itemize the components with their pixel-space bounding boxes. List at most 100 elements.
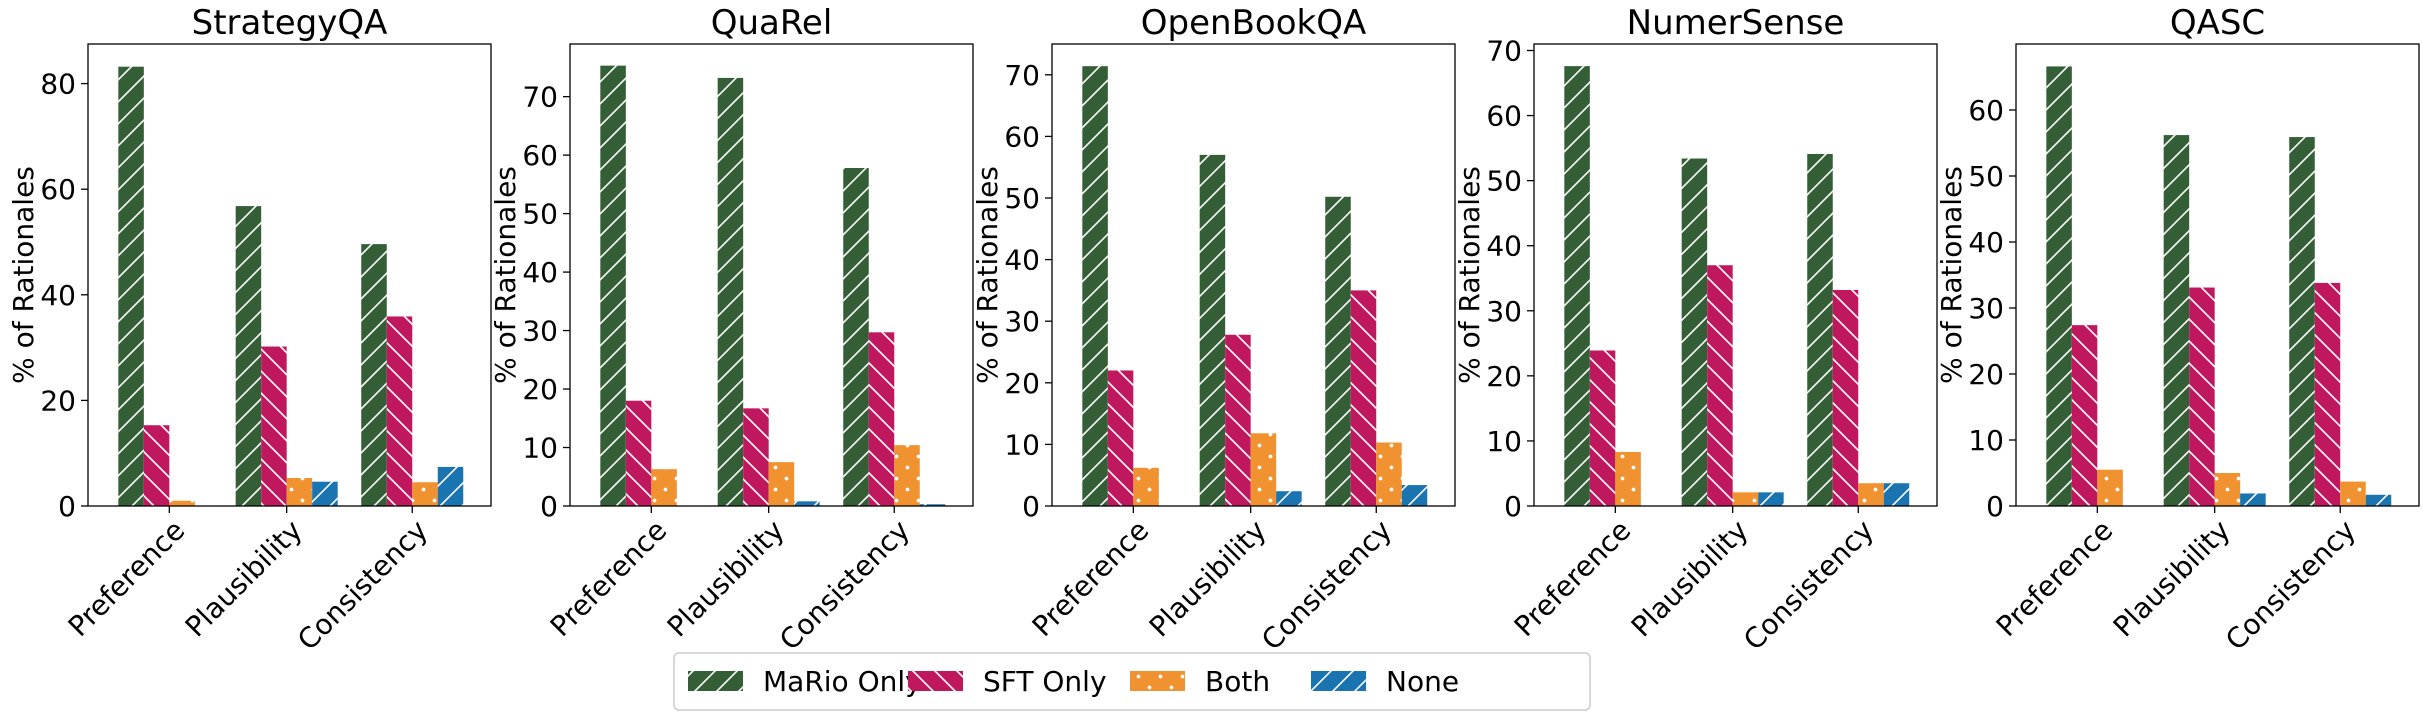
panel-qasc: 0 10 20 30 40 50 60 PreferencePlausibilityConsi… xyxy=(1935,3,2420,657)
bar-sft-only-consistency xyxy=(2314,282,2341,506)
y-tick-label: 30 xyxy=(522,315,558,348)
y-tick-label: 0 xyxy=(1022,490,1040,523)
bar-both-consistency xyxy=(894,445,920,506)
bar-both-preference xyxy=(169,500,195,506)
bar-none-consistency xyxy=(1401,485,1428,506)
y-tick-label: 20 xyxy=(1968,358,2004,391)
legend-swatch xyxy=(1130,671,1185,691)
y-tick-label: 80 xyxy=(40,68,76,101)
bar-sft-only-consistency xyxy=(1350,290,1377,506)
bar-none-plausibility xyxy=(794,501,820,506)
bar-mario-only-plausibility xyxy=(1199,154,1226,506)
x-tick-label-preference: Preference xyxy=(62,514,191,643)
bar-sft-only-preference xyxy=(1589,350,1616,506)
y-tick-label: 50 xyxy=(1486,165,1522,198)
bar-sft-only-consistency xyxy=(1832,289,1859,506)
legend-label: None xyxy=(1386,665,1459,698)
y-axis-label: % of Rationales xyxy=(1935,166,1968,384)
bar-both-consistency xyxy=(1376,442,1402,506)
legend-label: MaRio Only xyxy=(763,665,922,698)
bar-mario-only-consistency xyxy=(1325,196,1351,506)
x-tick-label-plausibility: Plausibility xyxy=(661,514,791,644)
bar-sft-only-preference xyxy=(1107,370,1134,506)
y-tick-label: 50 xyxy=(1004,182,1040,215)
x-tick-label-consistency: Consistency xyxy=(2219,514,2362,657)
bar-mario-only-consistency xyxy=(843,167,869,507)
x-tick-label-preference: Preference xyxy=(544,514,673,643)
x-tick-label-preference: Preference xyxy=(1508,514,1637,643)
bar-both-preference xyxy=(651,469,677,506)
bar-mario-only-preference xyxy=(600,65,626,506)
legend-label: SFT Only xyxy=(983,665,1107,698)
x-tick-label-preference: Preference xyxy=(1990,514,2119,643)
axes-frame xyxy=(1051,43,1456,507)
bar-both-consistency xyxy=(412,482,438,506)
y-tick-label: 50 xyxy=(522,198,558,231)
bar-none-consistency xyxy=(437,466,464,506)
bar-sft-only-plausibility xyxy=(1225,334,1251,506)
legend-label: Both xyxy=(1205,665,1270,698)
y-tick-label: 60 xyxy=(1486,100,1522,133)
x-tick-label-plausibility: Plausibility xyxy=(1625,514,1755,644)
bar-none-plausibility xyxy=(312,481,338,506)
bar-none-plausibility xyxy=(1276,491,1302,506)
y-tick-label: 40 xyxy=(1486,230,1522,263)
legend: MaRio Only SFT Only Both None xyxy=(673,652,1591,711)
y-tick-label: 20 xyxy=(40,384,76,417)
bar-sft-only-preference xyxy=(625,400,652,506)
y-tick-label: 30 xyxy=(1968,292,2004,325)
x-tick-label-consistency: Consistency xyxy=(291,514,434,657)
bar-both-preference xyxy=(1133,467,1159,506)
y-tick-label: 10 xyxy=(1004,428,1040,461)
x-tick-label-plausibility: Plausibility xyxy=(179,514,309,644)
y-tick-label: 30 xyxy=(1004,305,1040,338)
legend-swatch xyxy=(1311,671,1366,691)
x-tick-label-preference: Preference xyxy=(1026,514,1155,643)
y-tick-label: 20 xyxy=(1486,360,1522,393)
bar-mario-only-plausibility xyxy=(2163,135,2190,506)
bar-sft-only-plausibility xyxy=(261,346,287,506)
axes-frame xyxy=(1533,43,1938,507)
y-tick-label: 50 xyxy=(1968,160,2004,193)
bar-both-plausibility xyxy=(1732,492,1759,506)
axes-frame xyxy=(569,43,974,507)
bar-both-consistency xyxy=(2340,481,2366,506)
bar-mario-only-plausibility xyxy=(235,206,262,506)
y-tick-label: 0 xyxy=(1986,490,2004,523)
bar-both-preference xyxy=(1615,451,1641,506)
bar-mario-only-plausibility xyxy=(717,77,744,507)
y-tick-label: 40 xyxy=(40,279,76,312)
y-axis-label: % of Rationales xyxy=(971,166,1004,384)
y-tick-label: 0 xyxy=(540,490,558,523)
bar-none-consistency xyxy=(1883,483,1910,506)
bar-both-plausibility xyxy=(2214,473,2241,506)
y-tick-label: 10 xyxy=(1968,424,2004,457)
bar-sft-only-preference xyxy=(143,425,170,506)
panel-numersense: 0 10 20 30 40 50 60 70 PreferencePlausibilityCon… xyxy=(1453,3,1938,657)
bar-sft-only-plausibility xyxy=(1707,265,1733,506)
bar-sft-only-plausibility xyxy=(2189,287,2215,506)
y-tick-label: 60 xyxy=(522,139,558,172)
panel-openbookqa: 0 10 20 30 40 50 60 70 PreferencePlausibilityCon… xyxy=(971,3,1456,657)
legend-swatch xyxy=(688,671,743,691)
panel-title: NumerSense xyxy=(1627,3,1845,43)
y-tick-label: 70 xyxy=(1486,35,1522,68)
y-tick-label: 10 xyxy=(1486,425,1522,458)
bar-mario-only-preference xyxy=(1082,66,1108,507)
axes-frame xyxy=(87,43,492,507)
bar-mario-only-consistency xyxy=(2289,137,2315,506)
bar-sft-only-consistency xyxy=(868,332,895,506)
bar-sft-only-consistency xyxy=(386,316,413,506)
bar-both-plausibility xyxy=(286,478,313,506)
panel-title: StrategyQA xyxy=(192,3,388,43)
y-tick-label: 20 xyxy=(1004,367,1040,400)
y-tick-label: 60 xyxy=(1004,120,1040,153)
y-tick-label: 30 xyxy=(1486,295,1522,328)
bar-none-plausibility xyxy=(1758,492,1784,506)
bar-none-consistency xyxy=(919,504,946,506)
bar-mario-only-plausibility xyxy=(1681,158,1708,506)
legend-item-both: Both xyxy=(1130,665,1270,698)
x-tick-label-consistency: Consistency xyxy=(1255,514,1398,657)
x-tick-label-plausibility: Plausibility xyxy=(1143,514,1273,644)
panel-strategyqa: 0 20 40 60 80 PreferencePlausibilityConsisten… xyxy=(7,3,492,657)
